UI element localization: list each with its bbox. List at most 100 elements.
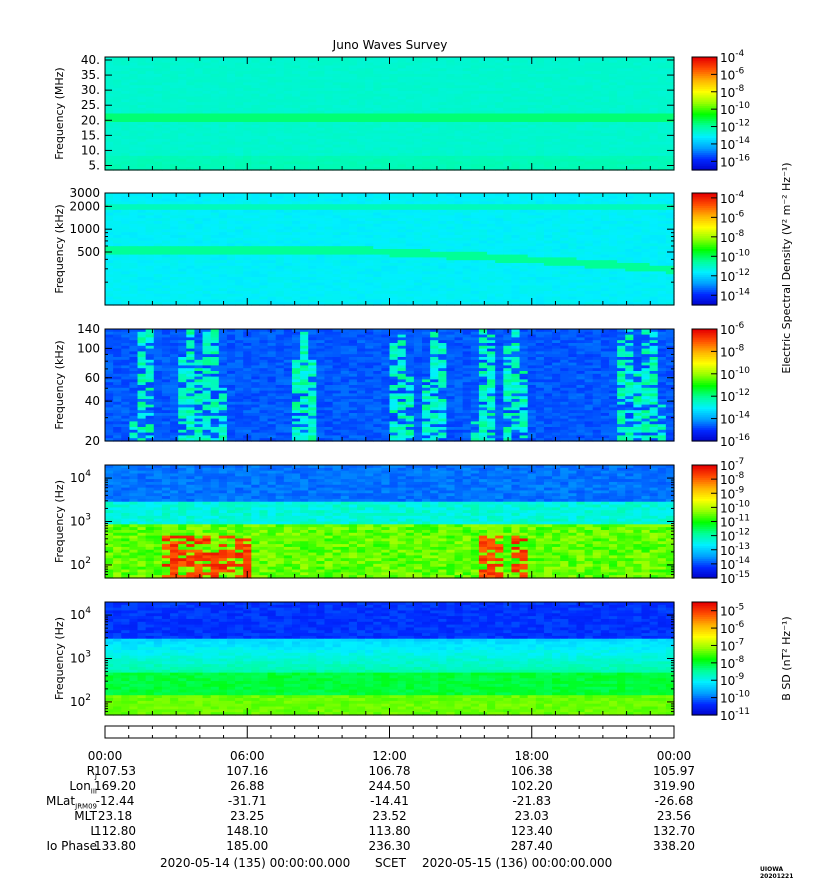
spectrogram-cell	[381, 73, 391, 78]
spectrogram-cell	[446, 110, 456, 115]
spectrogram-cell	[454, 124, 464, 129]
spectrogram-cell	[584, 167, 594, 171]
spectrogram-cell	[560, 88, 569, 92]
spectrogram-cell	[365, 144, 374, 148]
spectrogram-cell	[373, 110, 382, 115]
spectrogram-cell	[519, 124, 529, 129]
spectrogram-cell	[145, 198, 155, 202]
spectrogram-cell	[365, 193, 374, 197]
spectrogram-cell	[218, 127, 228, 132]
spectrogram-cell	[153, 102, 163, 106]
spectrogram-cell	[535, 113, 545, 117]
spectrogram-cell	[283, 107, 293, 112]
spectrogram-cell	[324, 124, 334, 129]
spectrogram-cell	[324, 141, 334, 146]
spectrogram-cell	[625, 133, 634, 137]
spectrogram-cell	[202, 59, 212, 64]
spectrogram-cell	[332, 124, 342, 129]
spectrogram-cell	[373, 198, 382, 202]
spectrogram-cell	[543, 99, 553, 103]
spectrogram-cell	[422, 138, 431, 143]
spectrogram-cell	[194, 144, 204, 148]
spectrogram-cell	[487, 85, 496, 89]
spectrogram-cell	[316, 57, 326, 61]
spectrogram-cell	[454, 110, 464, 115]
spectrogram-cell	[552, 57, 561, 61]
spectrogram-cell	[617, 93, 626, 98]
spectrogram-cell	[487, 62, 496, 67]
spectrogram-cell	[137, 144, 147, 148]
spectrogram-cell	[478, 59, 488, 64]
spectrogram-cell	[535, 121, 545, 126]
spectrogram-cell	[356, 130, 366, 134]
spectrogram-cell	[275, 153, 285, 157]
spectrogram-cell	[405, 85, 415, 89]
spectrogram-cell	[210, 96, 220, 100]
spectrogram-cell	[178, 57, 187, 61]
spectrogram-cell	[308, 93, 317, 98]
spectrogram-cell	[487, 167, 496, 171]
spectrogram-cell	[308, 73, 317, 78]
spectrogram-cell	[105, 155, 114, 160]
spectrogram-cell	[145, 73, 155, 78]
spectrogram-cell	[356, 110, 366, 115]
spectrogram-cell	[145, 150, 155, 154]
spectrogram-cell	[422, 102, 431, 106]
spectrogram-cell	[657, 138, 667, 143]
y-tick-label: 25.	[81, 98, 100, 112]
spectrogram-cell	[332, 99, 342, 103]
spectrogram-cell	[210, 127, 220, 132]
spectrogram-cell	[495, 82, 504, 86]
spectrogram-cell	[535, 65, 545, 69]
spectrogram-cell	[478, 193, 488, 197]
spectrogram-cell	[194, 164, 204, 168]
spectrogram-cell	[226, 124, 236, 129]
spectrogram-cell	[478, 130, 488, 134]
spectrogram-cell	[316, 113, 326, 117]
spectrogram-cell	[397, 57, 407, 61]
spectrogram-cell	[592, 147, 602, 151]
spectrogram-cell	[657, 124, 667, 129]
spectrogram-cell	[194, 82, 204, 86]
spectrogram-cell	[300, 82, 309, 86]
spectrogram-cell	[527, 102, 537, 106]
spectrogram-cell	[560, 153, 569, 157]
colorbar-swatch	[692, 141, 717, 145]
spectrogram-cell	[552, 193, 561, 197]
spectrogram-cell	[259, 90, 269, 95]
spectrogram-cell	[226, 68, 236, 72]
spectrogram-cell	[235, 105, 244, 109]
spectrogram-cell	[381, 113, 391, 117]
spectrogram-cell	[235, 198, 244, 202]
spectrogram-cell	[633, 116, 643, 120]
spectrogram-cell	[657, 59, 667, 64]
spectrogram-cell	[316, 107, 326, 112]
spectrogram-cell	[657, 71, 667, 75]
spectrogram-cell	[251, 193, 261, 197]
spectrogram-cell	[194, 107, 204, 112]
spectrogram-cell	[324, 102, 334, 106]
spectrogram-cell	[113, 105, 122, 109]
spectrogram-cell	[649, 147, 659, 151]
spectrogram-cell	[113, 57, 122, 61]
spectrogram-cell	[641, 161, 651, 165]
spectrogram-cell	[145, 141, 155, 146]
spectrogram-cell	[300, 155, 309, 160]
spectrogram-cell	[462, 71, 472, 75]
spectrogram-cell	[202, 96, 212, 100]
spectrogram-cell	[495, 107, 504, 112]
spectrogram-cell	[226, 195, 236, 200]
spectrogram-cell	[226, 82, 236, 86]
spectrogram-cell	[519, 90, 529, 95]
spectrogram-cell	[218, 88, 228, 92]
spectrogram-cell	[397, 82, 407, 86]
spectrogram-cell	[405, 130, 415, 134]
spectrogram-cell	[129, 155, 139, 160]
spectrogram-cell	[202, 102, 212, 106]
spectrogram-cell	[316, 99, 326, 103]
spectrogram-cell	[145, 147, 155, 151]
spectrogram-cell	[405, 57, 415, 61]
spectrogram-cell	[503, 102, 513, 106]
spectrogram-cell	[267, 161, 277, 165]
spectrogram-cell	[218, 73, 228, 78]
